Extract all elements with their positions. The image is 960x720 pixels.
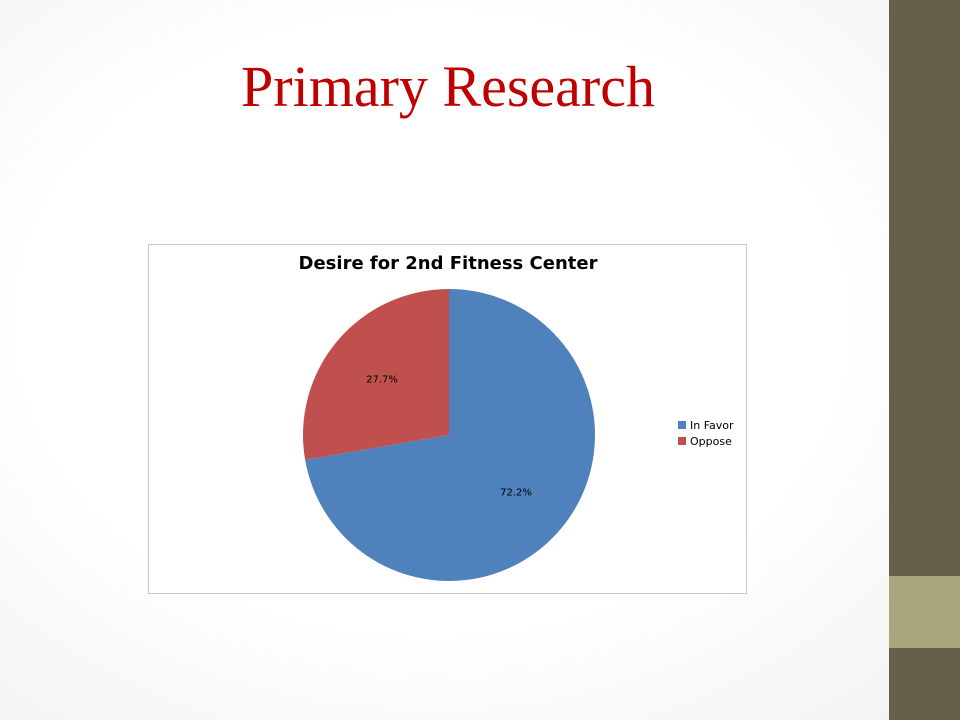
pie-chart-svg: Desire for 2nd Fitness Center 72.2% 27.7%… bbox=[299, 253, 734, 581]
chart-legend: In Favor Oppose bbox=[678, 419, 734, 448]
legend-label-oppose: Oppose bbox=[690, 435, 732, 448]
pie-data-labels: 72.2% 27.7% bbox=[366, 375, 532, 499]
pie-slice-in-favor bbox=[305, 289, 596, 581]
legend-swatch-oppose bbox=[678, 437, 686, 445]
pie-slice-oppose bbox=[303, 289, 449, 460]
pie-slices bbox=[303, 289, 596, 581]
legend-swatch-in-favor bbox=[678, 421, 686, 429]
side-accent-decoration bbox=[889, 576, 960, 648]
slide-title: Primary Research bbox=[241, 54, 655, 119]
data-label-in-favor: 72.2% bbox=[500, 487, 532, 498]
pie-chart: Desire for 2nd Fitness Center 72.2% 27.7%… bbox=[148, 244, 747, 594]
data-label-oppose: 27.7% bbox=[366, 375, 398, 386]
legend-label-in-favor: In Favor bbox=[690, 419, 734, 432]
chart-title: Desire for 2nd Fitness Center bbox=[299, 253, 598, 274]
